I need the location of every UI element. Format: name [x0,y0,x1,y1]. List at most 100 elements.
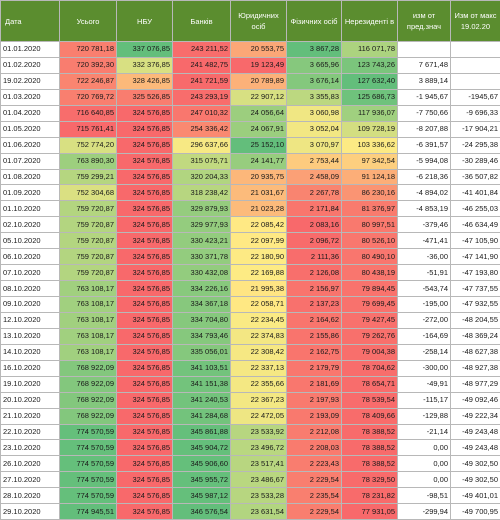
value-cell: 3 070,97 [287,137,342,153]
value-cell: 80 997,51 [342,217,398,233]
value-cell: 2 155,86 [287,328,342,344]
value-cell: 109 728,19 [342,121,398,137]
date-cell: 02.10.2020 [1,217,60,233]
column-header: Нерезиденті в [342,1,398,42]
date-cell: 01.03.2020 [1,89,60,105]
value-cell: 774 945,51 [60,504,117,520]
value-cell: 0,00 [398,456,451,472]
value-cell: 720 392,30 [60,57,117,73]
value-cell: -7 750,66 [398,105,451,121]
value-cell: -98,51 [398,488,451,504]
value-cell: 315 075,71 [173,153,231,169]
value-cell: 20 553,75 [231,42,287,58]
value-cell: 334 793,46 [173,328,231,344]
value-cell: -49,91 [398,376,451,392]
value-cell [451,57,500,73]
value-cell: 22 097,99 [231,233,287,249]
value-cell: 759 720,87 [60,217,117,233]
value-cell: 774 570,59 [60,440,117,456]
value-cell: -49 243,48 [451,440,500,456]
date-cell: 01.01.2020 [1,42,60,58]
value-cell [398,42,451,58]
value-cell: 2 458,09 [287,169,342,185]
value-cell: 341 151,38 [173,376,231,392]
value-cell: 2 212,08 [287,424,342,440]
value-cell: 3 060,98 [287,105,342,121]
column-header: Усього [60,1,117,42]
value-cell: 103 336,62 [342,137,398,153]
value-cell: 81 376,97 [342,201,398,217]
value-cell: 296 637,66 [173,137,231,153]
value-cell: 77 931,05 [342,504,398,520]
value-cell [451,73,500,89]
value-cell: 330 371,78 [173,249,231,265]
value-cell: 78 388,52 [342,424,398,440]
value-cell: 341 284,68 [173,408,231,424]
value-cell: 324 576,85 [117,376,173,392]
value-cell: 91 124,18 [342,169,398,185]
value-cell: 243 293,19 [173,89,231,105]
date-cell: 27.10.2020 [1,472,60,488]
value-cell: -48 369,24 [451,328,500,344]
value-cell: 716 640,85 [60,105,117,121]
value-cell: 324 576,85 [117,504,173,520]
value-cell: -49 401,01 [451,488,500,504]
value-cell: -115,17 [398,392,451,408]
column-header: Фізичних осіб [287,1,342,42]
date-cell: 21.10.2020 [1,408,60,424]
value-cell: 324 576,85 [117,217,173,233]
value-cell: -24 295,38 [451,137,500,153]
value-cell: 324 576,85 [117,137,173,153]
column-header: Банків [173,1,231,42]
value-cell: 79 894,45 [342,281,398,297]
value-cell: 346 576,54 [173,504,231,520]
value-cell: 241 482,75 [173,57,231,73]
value-cell: -21,14 [398,424,451,440]
value-cell: -129,88 [398,408,451,424]
value-cell: 2 229,54 [287,504,342,520]
value-cell: -51,91 [398,265,451,281]
value-cell: 2 197,93 [287,392,342,408]
value-cell: 345 955,72 [173,472,231,488]
value-cell: 324 576,85 [117,392,173,408]
date-cell: 29.10.2020 [1,504,60,520]
value-cell: 345 861,88 [173,424,231,440]
value-cell: -49 700,95 [451,504,500,520]
value-cell: 23 496,72 [231,440,287,456]
value-cell: 2 229,54 [287,472,342,488]
value-cell: 22 472,05 [231,408,287,424]
value-cell: 324 576,85 [117,297,173,313]
value-cell: 752 304,68 [60,185,117,201]
value-cell: 345 904,72 [173,440,231,456]
value-cell: 78 409,66 [342,408,398,424]
value-cell [451,42,500,58]
value-cell: 763 108,17 [60,281,117,297]
date-cell: 06.10.2020 [1,249,60,265]
value-cell: -5 994,08 [398,153,451,169]
value-cell: 320 204,33 [173,169,231,185]
value-cell: -4 853,19 [398,201,451,217]
value-cell: -36 507,82 [451,169,500,185]
value-cell: 22 308,42 [231,344,287,360]
value-cell: 80 438,19 [342,265,398,281]
value-cell: 78 388,52 [342,440,398,456]
value-cell: 23 533,92 [231,424,287,440]
value-cell: 324 576,85 [117,344,173,360]
value-cell: -30 289,46 [451,153,500,169]
value-cell: 3 676,14 [287,73,342,89]
value-cell: 24 056,64 [231,105,287,121]
value-cell: 22 355,66 [231,376,287,392]
date-cell: 20.10.2020 [1,392,60,408]
value-cell: 2 193,09 [287,408,342,424]
value-cell: -49 302,50 [451,472,500,488]
